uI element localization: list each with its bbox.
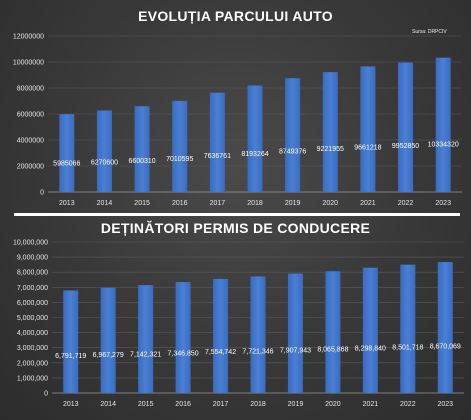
bar-value-label: 6600310 (128, 158, 155, 165)
y-tick-label: 3,000,000 (17, 345, 48, 352)
bar (172, 100, 188, 192)
chart-title-permis: DEȚINĂTORI PERMIS DE CONDUCERE (100, 220, 371, 236)
y-tick-label: 0 (44, 391, 48, 398)
bar (322, 72, 338, 192)
bar (213, 278, 229, 393)
y-tick-label: 6,000,000 (17, 300, 48, 307)
x-tick-label: 2021 (360, 200, 376, 207)
bar-value-label: 9221955 (317, 146, 344, 153)
bar (250, 276, 266, 393)
bar (63, 290, 79, 393)
bar-value-label: 7,907,943 (280, 347, 311, 354)
bar-value-label: 7636761 (204, 153, 231, 160)
y-tick-label: 9,000,000 (17, 255, 48, 262)
bar (138, 285, 154, 393)
chart-parc-auto: 0 2000000 4000000 6000000 8000000 10000000 120… (13, 34, 462, 207)
bar-value-label: 10334320 (428, 141, 459, 148)
bar-value-label: 6,967,279 (93, 352, 124, 359)
x-tick-label: 2015 (134, 200, 150, 207)
x-tick-label: 2014 (100, 401, 116, 408)
bar-value-label: 7,346,850 (168, 350, 199, 357)
bar (325, 271, 341, 393)
x-tick-label: 2017 (213, 401, 229, 408)
x-tick-label: 2018 (250, 401, 266, 408)
y-tick-label: 2,000,000 (17, 360, 48, 367)
bar (435, 57, 451, 192)
bar (100, 287, 116, 393)
bar-value-label: 8,298,840 (355, 345, 386, 352)
x-tick-label: 2014 (97, 200, 113, 207)
bar (287, 273, 303, 393)
y-tick-label: 4000000 (17, 138, 44, 145)
bar (398, 62, 414, 193)
bar (247, 85, 263, 192)
y-tick-label: 8,000,000 (17, 270, 48, 277)
x-tick-label: 2022 (400, 401, 416, 408)
y-tick-label: 2000000 (17, 164, 44, 171)
bar (400, 264, 416, 393)
x-tick-label: 2020 (325, 401, 341, 408)
y-tick-label: 4,000,000 (17, 330, 48, 337)
bar-value-label: 8,501,718 (392, 344, 423, 351)
x-tick-label: 2015 (138, 401, 154, 408)
bar-value-label: 6270600 (91, 159, 118, 166)
bar-value-label: 9952850 (392, 143, 419, 150)
x-tick-label: 2013 (59, 200, 75, 207)
x-tick-label: 2023 (435, 200, 451, 207)
bar (437, 262, 453, 393)
bar (175, 282, 191, 393)
bar (360, 66, 376, 192)
bar-value-label: 7010595 (166, 156, 193, 163)
x-tick-label: 2018 (247, 200, 263, 207)
bar-value-label: 7,721,346 (242, 348, 273, 355)
bar-value-label: 8193264 (241, 151, 268, 158)
bar-value-label: 7,142,321 (130, 351, 161, 358)
source-note: Sursa: DRPCIV (412, 29, 447, 35)
y-tick-label: 10000000 (13, 60, 44, 67)
bar (285, 78, 301, 192)
bar (59, 114, 75, 192)
x-tick-label: 2021 (363, 401, 379, 408)
x-tick-label: 2023 (437, 401, 453, 408)
y-tick-label: 0 (40, 190, 44, 197)
bar-value-label: 6,791,719 (55, 353, 86, 360)
bar (362, 267, 378, 393)
x-tick-label: 2022 (398, 200, 414, 207)
bar (96, 110, 112, 192)
x-tick-label: 2016 (172, 200, 188, 207)
x-tick-label: 2019 (285, 200, 301, 207)
x-tick-label: 2016 (175, 401, 191, 408)
bar-value-label: 5985066 (53, 161, 80, 168)
y-tick-label: 12000000 (13, 34, 44, 41)
y-tick-label: 5,000,000 (17, 315, 48, 322)
bar-value-label: 8,065,868 (317, 347, 348, 354)
y-tick-label: 1,000,000 (17, 375, 48, 382)
bar-value-label: 9661218 (354, 144, 381, 151)
y-tick-label: 7,000,000 (17, 285, 48, 292)
bar (209, 92, 225, 192)
section-divider (14, 213, 460, 216)
x-tick-label: 2013 (63, 401, 79, 408)
bar-value-label: 8749376 (279, 148, 306, 155)
chart-title-parc-auto: EVOLUȚIA PARCULUI AUTO (138, 8, 333, 24)
x-tick-label: 2020 (322, 200, 338, 207)
y-tick-label: 10,000,000 (13, 240, 48, 247)
bar-value-label: 7,554,742 (205, 349, 236, 356)
y-tick-label: 6000000 (17, 112, 44, 119)
y-tick-label: 8000000 (17, 86, 44, 93)
x-tick-label: 2019 (288, 401, 304, 408)
bar-value-label: 8,670,069 (430, 343, 461, 350)
bar (134, 106, 150, 192)
x-tick-label: 2017 (210, 200, 226, 207)
